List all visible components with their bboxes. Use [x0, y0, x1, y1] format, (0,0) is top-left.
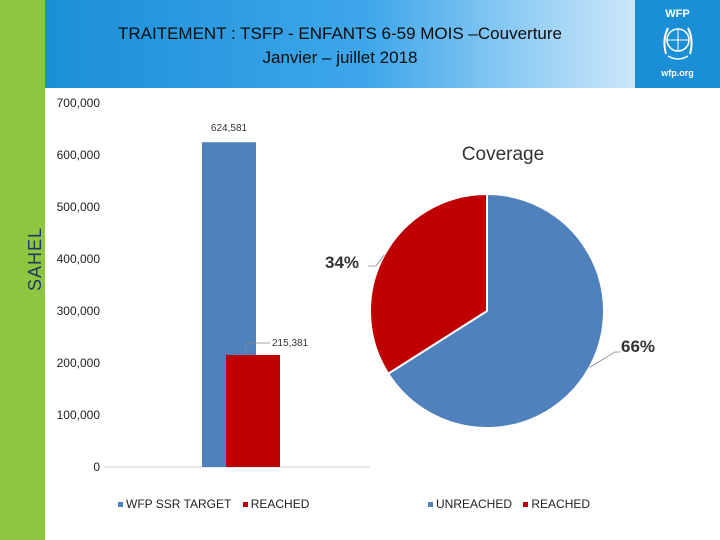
logo-bottom-text: wfp.org: [661, 68, 694, 78]
y-tick-label: 700,000: [57, 96, 101, 110]
side-band: [0, 0, 45, 540]
y-tick-label: 400,000: [57, 252, 101, 266]
logo-top-text: WFP: [665, 8, 690, 20]
pie-value-label-reached: 34%: [325, 253, 359, 272]
pie-legend-swatch-reached: [523, 502, 529, 508]
pie-legend-item-reached: REACHED: [523, 497, 590, 511]
pie-leader-line-unreached: [589, 351, 620, 368]
pie-value-label-unreached: 66%: [621, 337, 655, 356]
bar-data-label-target: 624,581: [211, 123, 248, 134]
y-tick-label: 100,000: [57, 408, 101, 422]
bar-legend-swatch-reached: [242, 502, 248, 508]
y-tick-label: 200,000: [57, 356, 101, 370]
bar-legend-swatch-target: [118, 502, 123, 508]
bar-leader-line-reached: [245, 342, 270, 356]
title-banner: TRAITEMENT : TSFP - ENFANTS 6-59 MOIS –C…: [45, 0, 635, 88]
pie-legend-item-unreached: UNREACHED: [428, 497, 512, 511]
wfp-wheat-emblem-icon: [663, 27, 693, 60]
page-title-line1: TRAITEMENT : TSFP - ENFANTS 6-59 MOIS –C…: [117, 24, 562, 43]
wfp-logo: WFP wfp.org: [635, 0, 720, 88]
bar-data-label-reached: 215,381: [272, 338, 309, 349]
pie-legend-swatch-unreached: [428, 502, 433, 508]
bar-legend-label-reached: REACHED: [250, 497, 310, 511]
y-tick-label: 300,000: [57, 304, 101, 318]
bar-legend-item-target: WFP SSR TARGET: [118, 497, 231, 511]
pie-legend-label-reached: REACHED: [531, 497, 591, 511]
bar-reached: [226, 355, 280, 467]
pie-legend-label-unreached: UNREACHED: [436, 497, 513, 511]
page-title: TRAITEMENT : TSFP - ENFANTS 6-59 MOIS –C…: [45, 22, 635, 70]
page-title-line2: Janvier – juillet 2018: [262, 48, 418, 67]
pie-leader-line-reached: [368, 254, 385, 267]
y-tick-label: 0: [93, 460, 100, 474]
pie-title: Coverage: [462, 144, 544, 165]
y-tick-label: 500,000: [57, 200, 101, 214]
pie-legend: UNREACHED REACHED: [428, 497, 598, 511]
y-tick-label: 600,000: [57, 148, 101, 162]
bar-legend-item-reached: REACHED: [242, 497, 310, 511]
bar-legend: WFP SSR TARGET REACHED: [118, 497, 317, 511]
bar-legend-label-target: WFP SSR TARGET: [126, 497, 232, 511]
